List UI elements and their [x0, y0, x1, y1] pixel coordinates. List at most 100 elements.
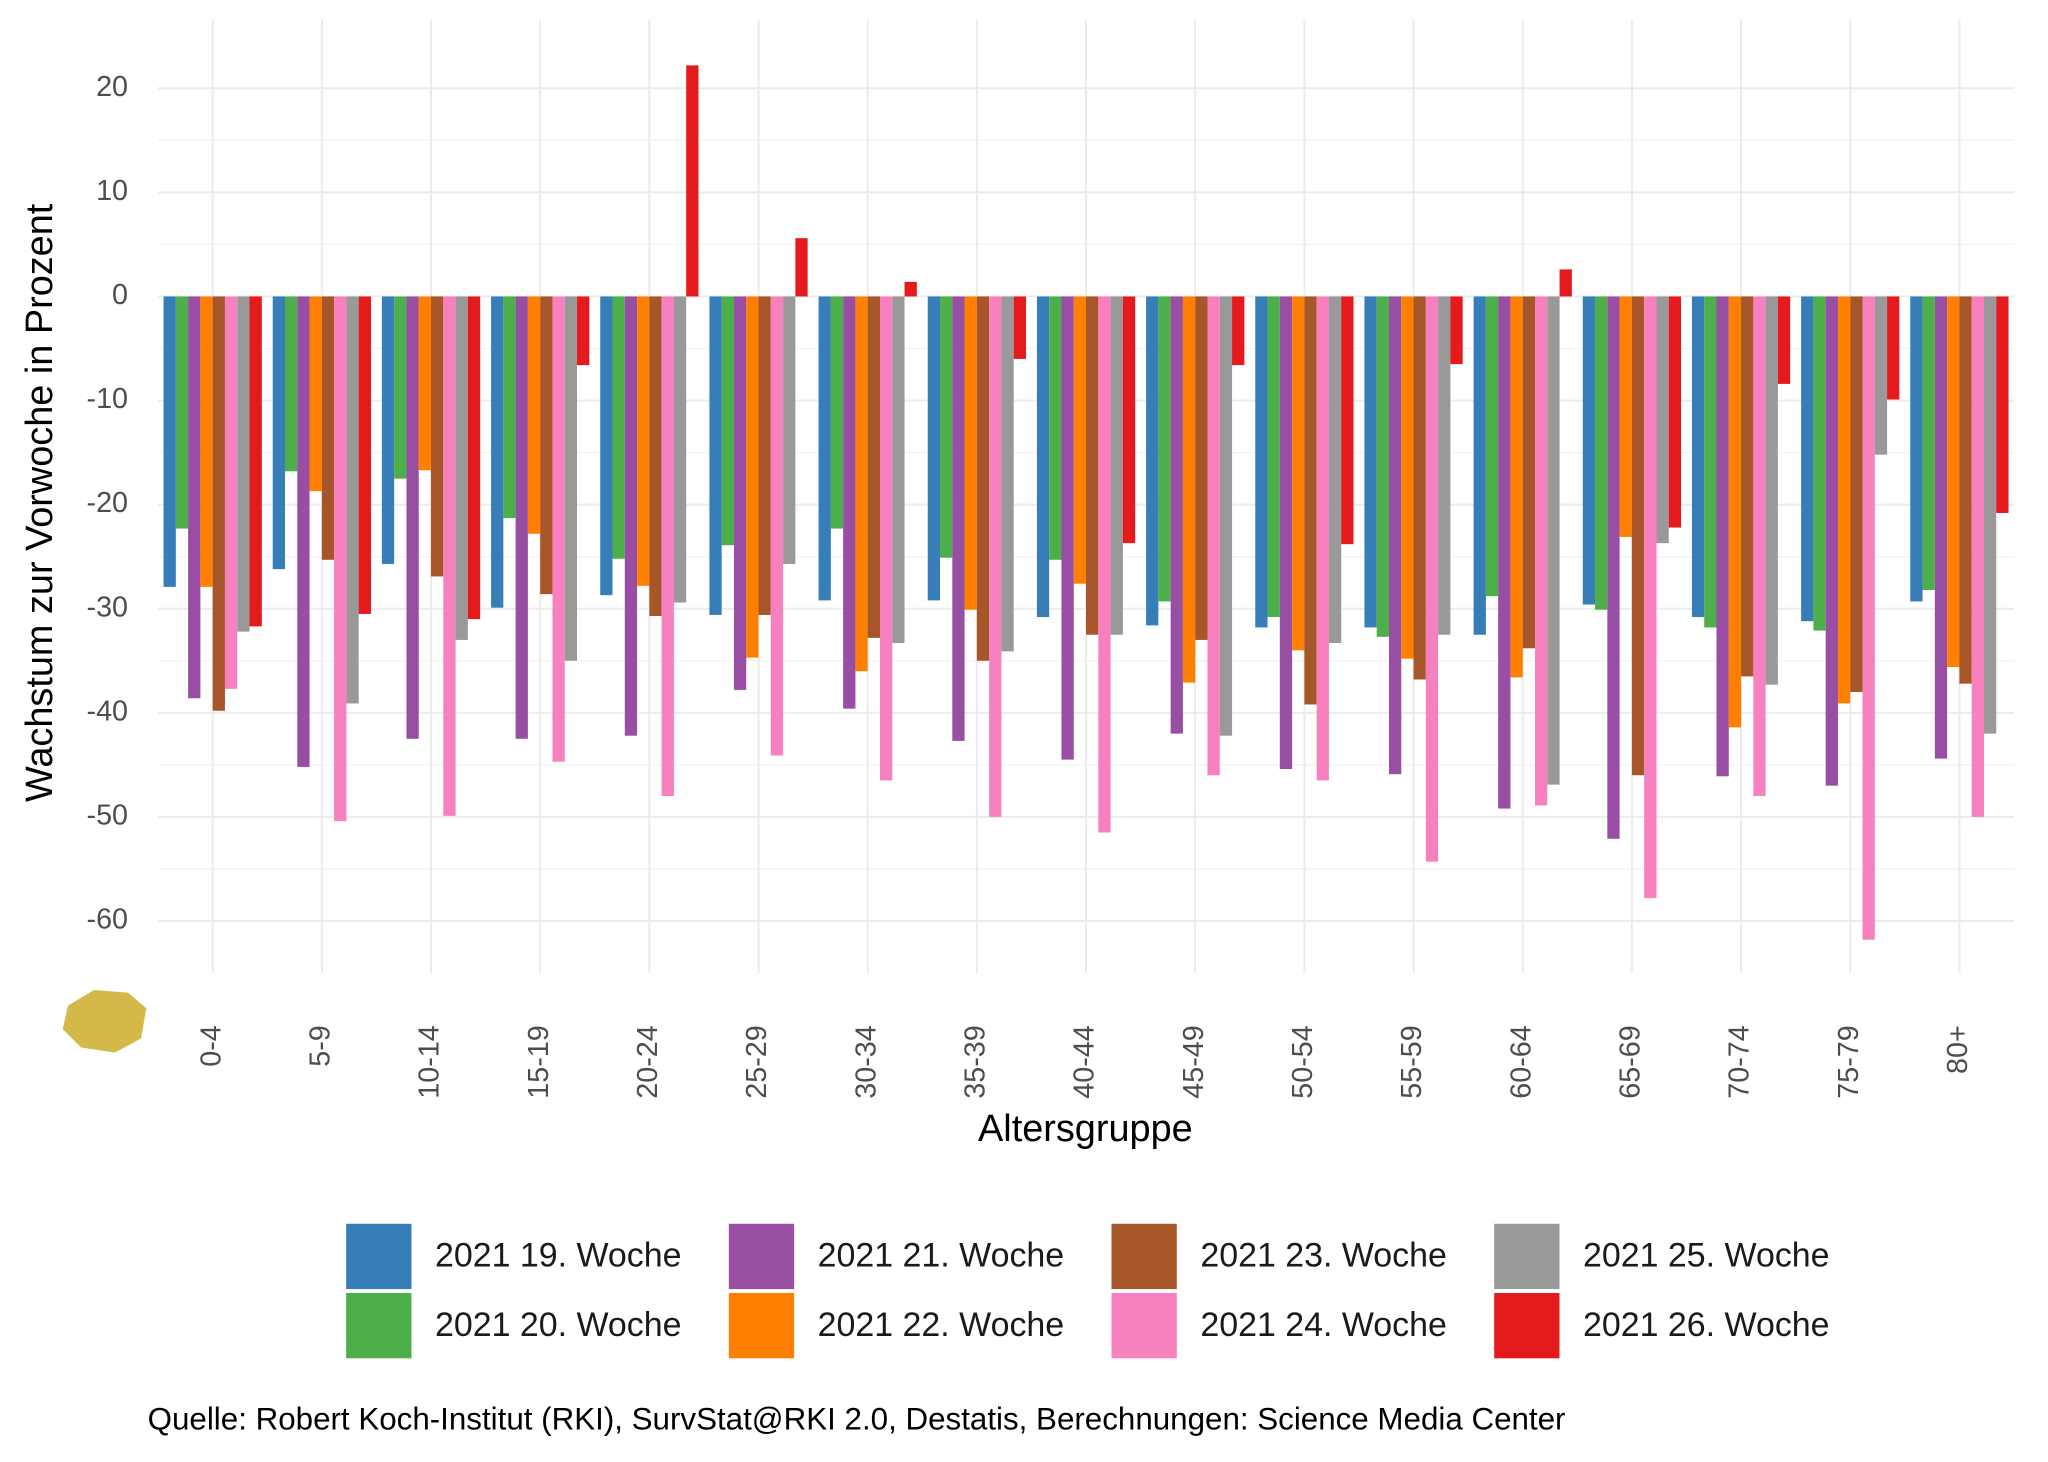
y-tick-label: 0: [112, 279, 128, 311]
y-tick-label: -40: [87, 695, 129, 727]
bar: [552, 296, 565, 762]
x-tick-label: 25-29: [741, 1025, 773, 1098]
bar: [431, 296, 444, 577]
bar: [1388, 296, 1402, 775]
x-tick-label: 45-49: [1178, 1025, 1210, 1098]
legend-label: 2021 26. Woche: [1583, 1306, 1830, 1344]
bar: [1850, 296, 1863, 692]
x-tick-label: 15-19: [523, 1025, 555, 1098]
bar: [1983, 296, 1997, 734]
bar: [1631, 296, 1645, 776]
bar: [1438, 296, 1451, 635]
bar: [1582, 296, 1596, 605]
bar: [1947, 296, 1960, 668]
y-tick-label: -10: [87, 383, 129, 415]
bar: [1122, 296, 1136, 544]
bar: [1267, 296, 1280, 618]
bar: [224, 296, 238, 689]
bar: [272, 296, 285, 570]
bar: [637, 296, 650, 586]
bar: [770, 296, 784, 756]
x-tick-label: 5-9: [304, 1025, 336, 1067]
y-tick-label: -50: [87, 799, 129, 831]
legend-swatch: [346, 1223, 412, 1290]
bar: [175, 296, 189, 529]
bar: [1376, 296, 1389, 637]
bar: [1862, 296, 1875, 940]
logo: [62, 989, 147, 1053]
bar: [940, 296, 953, 558]
bar: [381, 296, 395, 564]
bar: [1001, 296, 1014, 652]
y-tick-label: -60: [87, 904, 129, 936]
legend-swatch: [728, 1292, 795, 1359]
bar: [1959, 296, 1972, 684]
legend-swatch: [728, 1223, 795, 1290]
bar: [1547, 296, 1560, 785]
bar: [1801, 296, 1814, 622]
x-tick-label: 65-69: [1614, 1025, 1646, 1098]
bar: [200, 296, 213, 587]
bar: [1207, 296, 1220, 776]
legend-label: 2021 20. Woche: [435, 1306, 682, 1344]
bar: [1510, 296, 1523, 678]
bar: [1607, 296, 1620, 839]
bar: [467, 296, 481, 620]
bar: [830, 296, 844, 529]
bar: [163, 296, 176, 587]
bar: [733, 296, 747, 690]
legend-label: 2021 22. Woche: [818, 1306, 1065, 1344]
bar: [989, 296, 1002, 817]
bar: [1110, 296, 1123, 635]
bar: [1595, 296, 1608, 610]
bar: [600, 296, 613, 596]
y-tick-label: -30: [87, 591, 129, 623]
y-tick-label: 20: [96, 71, 128, 103]
x-tick-label: 75-79: [1833, 1025, 1865, 1098]
y-tick-label: 10: [96, 175, 128, 207]
bar: [709, 296, 722, 615]
bar: [1922, 296, 1935, 590]
bar: [1413, 296, 1426, 680]
bar: [1061, 296, 1074, 760]
bar: [1425, 296, 1439, 862]
x-tick-label: 0-4: [195, 1025, 227, 1067]
bar: [418, 296, 432, 471]
bar: [1450, 296, 1463, 365]
legend-label: 2021 24. Woche: [1200, 1306, 1447, 1344]
y-axis-title: Wachstum zur Vorwoche in Prozent: [19, 203, 61, 802]
bar: [491, 296, 504, 608]
bar: [843, 296, 856, 709]
x-tick-label: 35-39: [959, 1025, 991, 1098]
bar: [1728, 296, 1742, 728]
bar: [612, 296, 625, 559]
legend-swatch: [1494, 1292, 1560, 1359]
bar: [1691, 296, 1705, 618]
x-tick-label: 55-59: [1396, 1025, 1428, 1098]
bar: [927, 296, 941, 601]
bar: [577, 296, 590, 366]
bar: [649, 296, 662, 616]
x-tick-label: 40-44: [1069, 1025, 1101, 1098]
legend-label: 2021 23. Woche: [1200, 1237, 1447, 1275]
bar: [904, 281, 917, 297]
legend-label: 2021 21. Woche: [818, 1237, 1065, 1275]
bar: [346, 296, 359, 704]
bar: [1825, 296, 1838, 786]
bar: [394, 296, 407, 479]
bar: [358, 296, 371, 614]
bar: [443, 296, 456, 816]
bar: [1498, 296, 1511, 809]
bar: [661, 296, 674, 797]
bar: [1704, 296, 1717, 628]
bar: [1158, 296, 1171, 602]
bar: [964, 296, 977, 610]
bar: [1232, 296, 1245, 366]
bar: [1013, 296, 1026, 359]
bar: [1073, 296, 1087, 584]
legend-swatch: [1494, 1223, 1560, 1290]
bar: [1522, 296, 1536, 649]
bar: [1146, 296, 1159, 626]
